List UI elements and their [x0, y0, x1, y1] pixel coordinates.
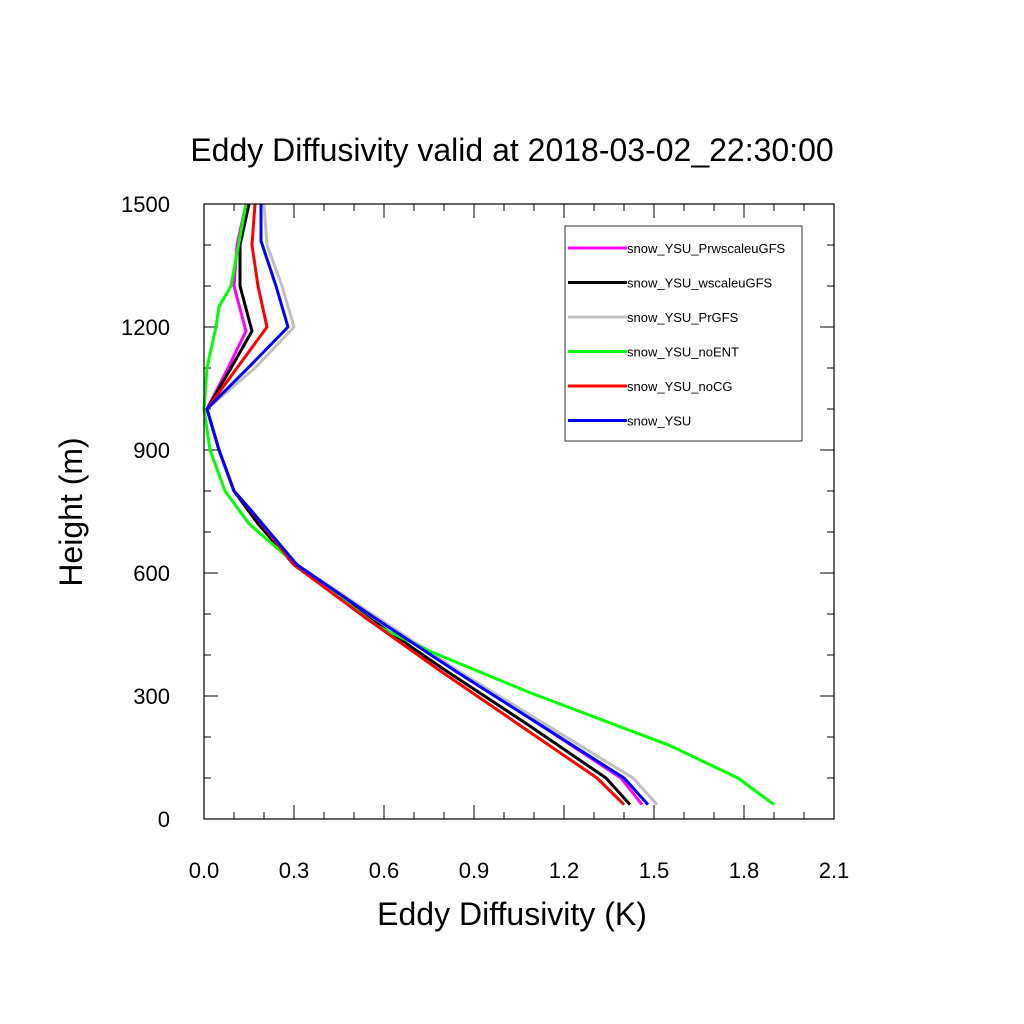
legend-box: [564, 225, 803, 442]
x-tick-label: 0.0: [189, 858, 220, 883]
legend-label: snow_YSU_PrGFS: [627, 310, 739, 325]
x-tick-label: 2.1: [819, 858, 850, 883]
x-tick-label: 1.5: [639, 858, 670, 883]
y-tick-label: 1500: [121, 192, 170, 217]
series-line-snow_YSU_noENT: [202, 203, 775, 806]
legend-label: snow_YSU: [627, 414, 691, 429]
y-tick-label: 600: [133, 561, 170, 586]
plot-frame: [203, 203, 835, 820]
legend: snow_YSU_PrwscaleuGFS snow_YSU_wscaleuGFS…: [564, 225, 803, 442]
series-lines: [202, 203, 775, 806]
x-tick-label: 1.2: [549, 858, 580, 883]
legend-label: snow_YSU_noCG: [627, 379, 733, 394]
y-tick-label: 0: [158, 807, 170, 832]
y-tick-labels: 0 300 600 900 1200 1500: [121, 192, 170, 832]
legend-label: snow_YSU_PrwscaleuGFS: [627, 241, 786, 256]
series-line-snow_YSU_noCG: [205, 203, 626, 806]
legend-label: snow_YSU_noENT: [627, 345, 739, 360]
chart-title: Eddy Diffusivity valid at 2018-03-02_22:…: [190, 132, 833, 168]
x-tick-label: 1.8: [729, 858, 760, 883]
y-axis-label: Height (m): [53, 437, 89, 586]
series-line-snow_YSU: [205, 204, 650, 806]
x-tick-label: 0.6: [369, 858, 400, 883]
y-tick-label: 1200: [121, 315, 170, 340]
y-tick-label: 900: [133, 438, 170, 463]
x-tick-label: 0.9: [459, 858, 490, 883]
x-tick-labels: 0.0 0.3 0.6 0.9 1.2 1.5 1.8 2.1: [189, 858, 850, 883]
legend-label: snow_YSU_wscaleuGFS: [627, 276, 773, 291]
x-axis-label: Eddy Diffusivity (K): [377, 896, 647, 932]
y-tick-label: 300: [133, 684, 170, 709]
x-tick-label: 0.3: [279, 858, 310, 883]
